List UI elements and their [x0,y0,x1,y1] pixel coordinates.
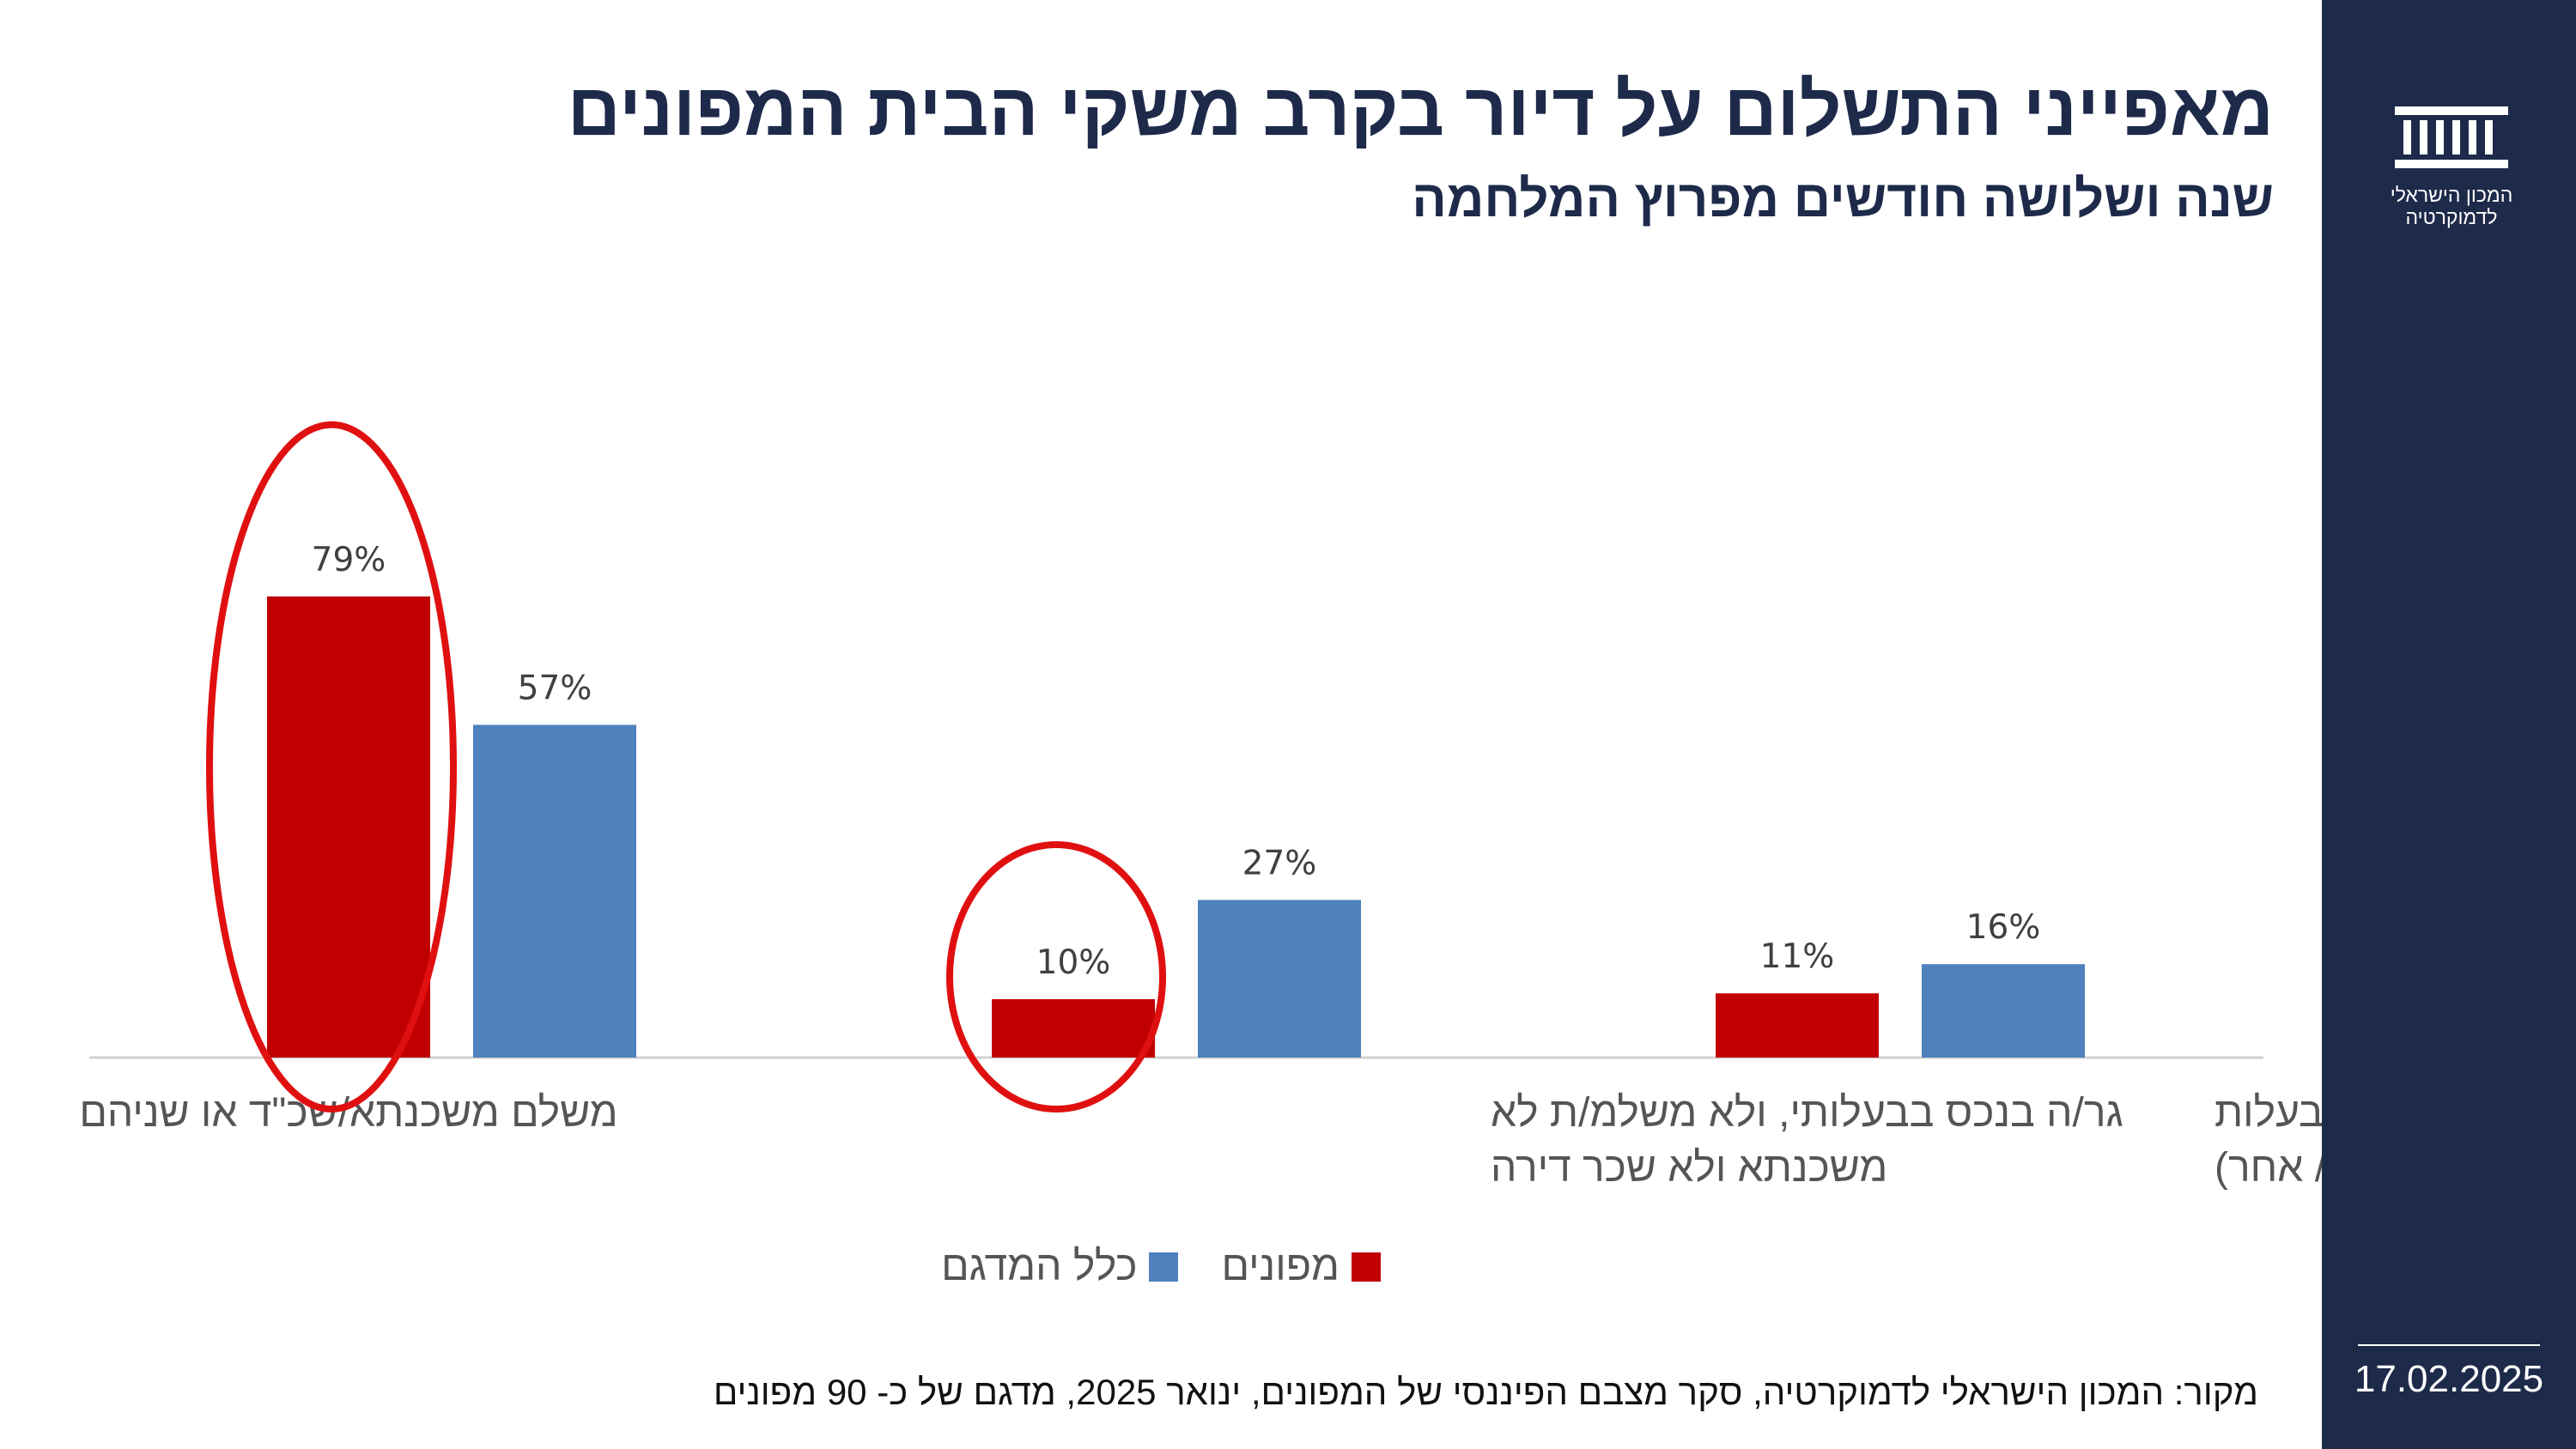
bar-evacuees-2 [1716,993,1879,1058]
sidebar-divider [2358,1344,2540,1346]
category-label: מישהו אחר (הורים/ בן משפחה/ אחר) [2215,1145,2322,1191]
data-label: 11% [1760,937,1835,976]
data-label: 10% [1036,943,1111,982]
bar-evacuees-1 [992,999,1155,1058]
bar-sample-2 [1922,964,2085,1058]
category-label: משכנתא ולא שכר דירה [1491,1145,1887,1191]
page-title: מאפייני התשלום על דיור בקרב משקי הבית המ… [567,69,2274,151]
data-label: 57% [518,669,592,707]
logo-text-line2: לדמוקרטיה [2405,206,2498,228]
bar-evacuees-0 [267,596,430,1058]
legend-item-evacuees: מפונים [1221,1243,1381,1290]
category-label: גר/ה ללא תשלום בנכס בבעלות [2215,1090,2322,1136]
data-label: 16% [1966,908,2041,947]
bar-chart: 79% 57% משלם משכנתא/שכ"ד או שניהם 10% 27% גר/… [79,421,2322,1191]
source-note: מקור: המכון הישראלי לדמוקרטיה, סקר מצבם … [713,1372,2258,1412]
bar-sample-1 [1198,900,1361,1058]
bar-sample-0 [473,724,636,1058]
legend-swatch-sample [1149,1252,1179,1282]
category-label: גר/ה בנכס בבעלותי, ולא משלמ/ת לא [1491,1090,2123,1136]
highlight-ellipse [206,421,457,1113]
institute-logo: המכון הישראלי לדמוקרטיה [2387,103,2516,228]
logo-text-line1: המכון הישראלי [2390,184,2513,206]
page-subtitle: שנה ושלושה חודשים מפרוץ המלחמה [1412,170,2274,227]
category-label: משלם משכנתא/שכ"ד או שניהם [79,1090,617,1136]
data-label: 79% [312,541,386,579]
legend-swatch-evacuees [1351,1252,1381,1282]
chart-legend: מפונים כלל המדגם [0,1243,2322,1290]
building-columns-icon [2395,106,2508,168]
date-label: 17.02.2025 [2354,1358,2544,1400]
highlight-ellipse [946,841,1166,1113]
data-label: 27% [1242,844,1317,882]
sidebar: המכון הישראלי לדמוקרטיה 17.02.2025 [2322,0,2576,1449]
legend-label-evacuees: מפונים [1221,1244,1340,1289]
legend-label-sample: כלל המדגם [941,1244,1138,1289]
legend-item-sample: כלל המדגם [941,1243,1179,1290]
